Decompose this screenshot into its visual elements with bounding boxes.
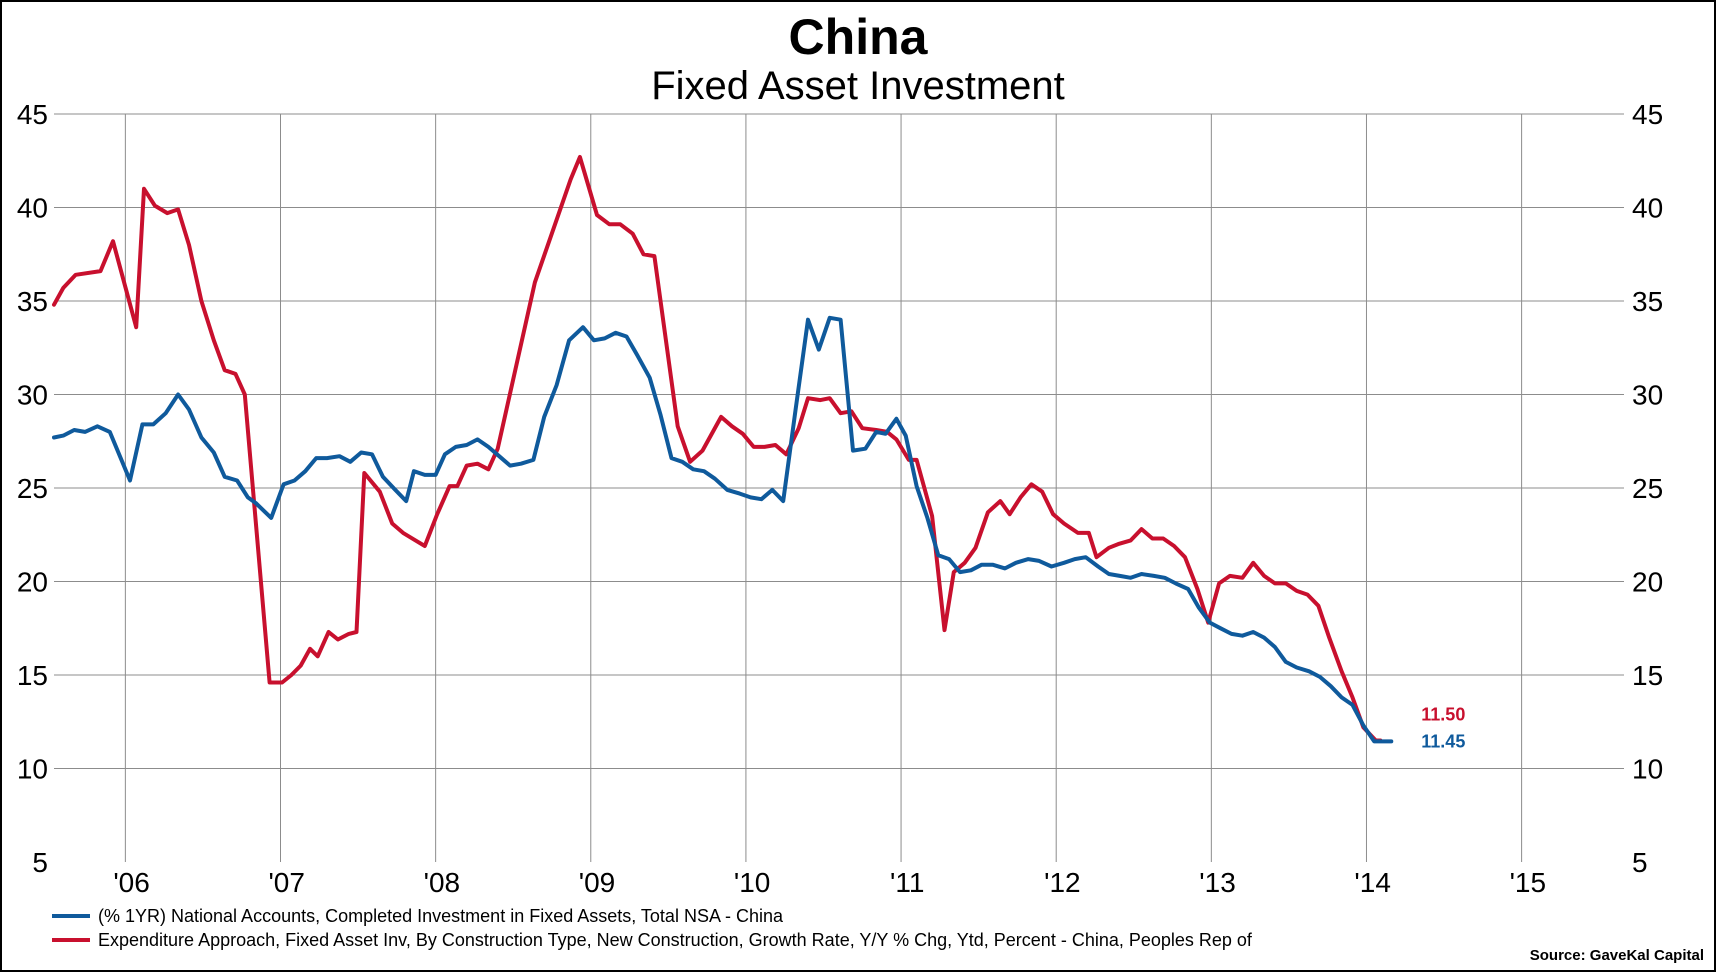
x-tick-label: '06 xyxy=(113,867,150,898)
legend-swatch-blue xyxy=(52,914,90,918)
x-tick-label: '12 xyxy=(1044,867,1081,898)
legend: (% 1YR) National Accounts, Completed Inv… xyxy=(52,904,1252,952)
y-tick-label-right: 40 xyxy=(1632,193,1663,224)
chart-subtitle: Fixed Asset Investment xyxy=(651,64,1065,108)
x-tick-label: '15 xyxy=(1510,867,1547,898)
y-tick-label-left: 25 xyxy=(17,473,48,504)
legend-label-expenditure-approach: Expenditure Approach, Fixed Asset Inv, B… xyxy=(98,930,1252,950)
y-tick-label-right: 45 xyxy=(1632,99,1663,130)
y-tick-label-right: 25 xyxy=(1632,473,1663,504)
legend-entry-national-accounts: (% 1YR) National Accounts, Completed Inv… xyxy=(52,904,1252,928)
legend-entry-expenditure-approach: Expenditure Approach, Fixed Asset Inv, B… xyxy=(52,928,1252,952)
x-tick-label: '07 xyxy=(268,867,305,898)
y-tick-label-left: 15 xyxy=(17,660,48,691)
end-label-blue: 11.45 xyxy=(1421,731,1465,751)
y-tick-label-right: 10 xyxy=(1632,754,1663,785)
x-tick-label: '09 xyxy=(579,867,616,898)
y-tick-label-left: 30 xyxy=(17,380,48,411)
y-tick-label-right: 20 xyxy=(1632,567,1663,598)
y-tick-label-right: 30 xyxy=(1632,380,1663,411)
x-tick-label: '11 xyxy=(890,867,924,898)
legend-swatch-red xyxy=(52,938,90,942)
y-tick-label-left: 5 xyxy=(32,847,48,878)
y-tick-label-left: 20 xyxy=(17,567,48,598)
x-tick-label: '13 xyxy=(1199,867,1236,898)
chart-title: China xyxy=(788,9,928,65)
y-tick-label-right: 35 xyxy=(1632,286,1663,317)
y-tick-label-left: 40 xyxy=(17,193,48,224)
source-note: Source: GaveKal Capital xyxy=(1529,947,1704,964)
y-tick-label-left: 45 xyxy=(17,99,48,130)
y-tick-label-right: 15 xyxy=(1632,660,1663,691)
series-line-0 xyxy=(52,155,1383,743)
y-tick-label-right: 5 xyxy=(1632,847,1648,878)
y-tick-label-left: 10 xyxy=(17,754,48,785)
end-label-red: 11.50 xyxy=(1421,704,1465,724)
series-line-1 xyxy=(52,315,1394,744)
x-tick-label: '10 xyxy=(734,867,771,898)
x-tick-label: '14 xyxy=(1354,867,1391,898)
legend-label-national-accounts: (% 1YR) National Accounts, Completed Inv… xyxy=(98,906,783,926)
x-tick-label: '08 xyxy=(424,867,461,898)
y-tick-label-left: 35 xyxy=(17,286,48,317)
